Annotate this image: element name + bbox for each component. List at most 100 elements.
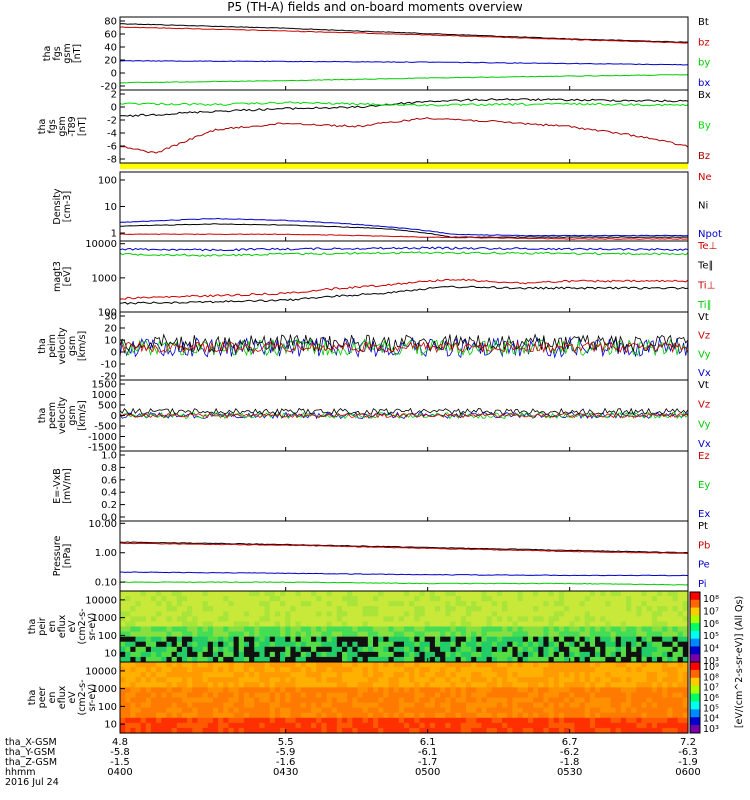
heatmap-cell bbox=[187, 601, 193, 607]
heatmap-cell bbox=[605, 702, 612, 709]
heatmap-cell bbox=[481, 687, 488, 694]
heatmap-cell bbox=[615, 672, 622, 678]
heatmap-cell bbox=[600, 606, 606, 612]
heatmap-cell bbox=[465, 651, 472, 658]
heatmap-cell bbox=[677, 631, 684, 638]
heatmap-cell bbox=[378, 631, 384, 638]
heatmap-cell bbox=[398, 646, 405, 653]
heatmap-cell bbox=[636, 722, 643, 729]
heatmap-cell bbox=[491, 682, 498, 688]
heatmap-cell bbox=[574, 662, 581, 668]
heatmap-cell bbox=[254, 667, 261, 673]
heatmap-cell bbox=[512, 611, 519, 617]
heatmap-cell bbox=[321, 621, 328, 628]
heatmap-cell bbox=[641, 667, 648, 673]
heatmap-cell bbox=[667, 601, 674, 607]
heatmap-cell bbox=[316, 697, 322, 704]
heatmap-cell bbox=[579, 601, 586, 607]
legend-Pi: Pi bbox=[698, 579, 707, 590]
heatmap-cell bbox=[414, 656, 421, 663]
heatmap-cell bbox=[223, 636, 230, 643]
heatmap-cell bbox=[176, 601, 183, 607]
heatmap-cell bbox=[218, 611, 224, 617]
heatmap-cell bbox=[264, 677, 271, 683]
heatmap-cell bbox=[192, 656, 199, 663]
heatmap-cell bbox=[486, 651, 493, 658]
heatmap-cell bbox=[646, 712, 653, 719]
heatmap-cell bbox=[538, 611, 545, 617]
heatmap-cell bbox=[440, 616, 446, 623]
heatmap-cell bbox=[285, 646, 291, 653]
heatmap-cell bbox=[543, 651, 550, 658]
heatmap-cell bbox=[527, 641, 534, 648]
heatmap-cell bbox=[414, 621, 421, 628]
heatmap-cell bbox=[274, 717, 281, 724]
y-tick-label: 1500 bbox=[92, 380, 117, 391]
heatmap-cell bbox=[347, 631, 353, 638]
heatmap-cell bbox=[564, 707, 570, 714]
heatmap-cell bbox=[620, 656, 627, 663]
heatmap-cell bbox=[300, 727, 307, 734]
heatmap-cell bbox=[455, 672, 462, 678]
heatmap-cell bbox=[589, 717, 596, 724]
heatmap-cell bbox=[527, 616, 534, 623]
heatmap-cell bbox=[667, 626, 674, 633]
heatmap-cell bbox=[445, 722, 452, 729]
heatmap-cell bbox=[176, 677, 183, 683]
heatmap-cell bbox=[130, 616, 137, 623]
heatmap-cell bbox=[533, 606, 539, 612]
legend-Ne: Ne bbox=[698, 172, 712, 183]
heatmap-cell bbox=[125, 616, 131, 623]
heatmap-cell bbox=[347, 682, 353, 688]
heatmap-cell bbox=[140, 636, 147, 643]
heatmap-cell bbox=[290, 631, 297, 638]
heatmap-cell bbox=[522, 672, 529, 678]
colorbar-peer-segment bbox=[690, 662, 700, 671]
heatmap-cell bbox=[388, 636, 395, 643]
series-Vt bbox=[119, 335, 689, 359]
heatmap-cell bbox=[667, 656, 674, 663]
heatmap-cell bbox=[218, 722, 224, 729]
heatmap-cell bbox=[533, 591, 539, 597]
heatmap-cell bbox=[187, 667, 193, 673]
heatmap-cell bbox=[589, 641, 596, 648]
heatmap-cell bbox=[455, 682, 462, 688]
heatmap-cell bbox=[207, 656, 214, 663]
heatmap-cell bbox=[662, 672, 668, 678]
heatmap-cell bbox=[543, 606, 550, 612]
heatmap-cell bbox=[295, 727, 302, 734]
heatmap-cell bbox=[605, 606, 612, 612]
heatmap-cell bbox=[145, 687, 152, 694]
heatmap-cell bbox=[522, 636, 529, 643]
heatmap-cell bbox=[522, 651, 529, 658]
heatmap-cell bbox=[600, 717, 606, 724]
heatmap-cell bbox=[305, 596, 312, 602]
heatmap-cell bbox=[677, 636, 684, 643]
heatmap-cell bbox=[192, 682, 199, 688]
heatmap-cell bbox=[378, 712, 384, 719]
heatmap-cell bbox=[362, 611, 369, 617]
heatmap-cell bbox=[295, 616, 302, 623]
heatmap-cell bbox=[305, 722, 312, 729]
heatmap-cell bbox=[181, 712, 188, 719]
heatmap-cell bbox=[620, 591, 627, 597]
heatmap-cell bbox=[507, 662, 514, 668]
heatmap-cell bbox=[465, 712, 472, 719]
heatmap-cell bbox=[181, 677, 188, 683]
heatmap-cell bbox=[259, 591, 266, 597]
heatmap-cell bbox=[259, 636, 266, 643]
heatmap-cell bbox=[145, 651, 152, 658]
heatmap-cell bbox=[120, 606, 126, 612]
heatmap-cell bbox=[233, 727, 240, 734]
heatmap-cell bbox=[558, 601, 565, 607]
heatmap-cell bbox=[269, 707, 276, 714]
heatmap-cell bbox=[445, 616, 452, 623]
heatmap-cell bbox=[300, 712, 307, 719]
heatmap-cell bbox=[367, 626, 374, 633]
heatmap-cell bbox=[305, 601, 312, 607]
heatmap-cell bbox=[233, 601, 240, 607]
heatmap-cell bbox=[543, 677, 550, 683]
heatmap-cell bbox=[316, 662, 322, 668]
heatmap-cell bbox=[393, 682, 400, 688]
heatmap-cell bbox=[605, 651, 612, 658]
